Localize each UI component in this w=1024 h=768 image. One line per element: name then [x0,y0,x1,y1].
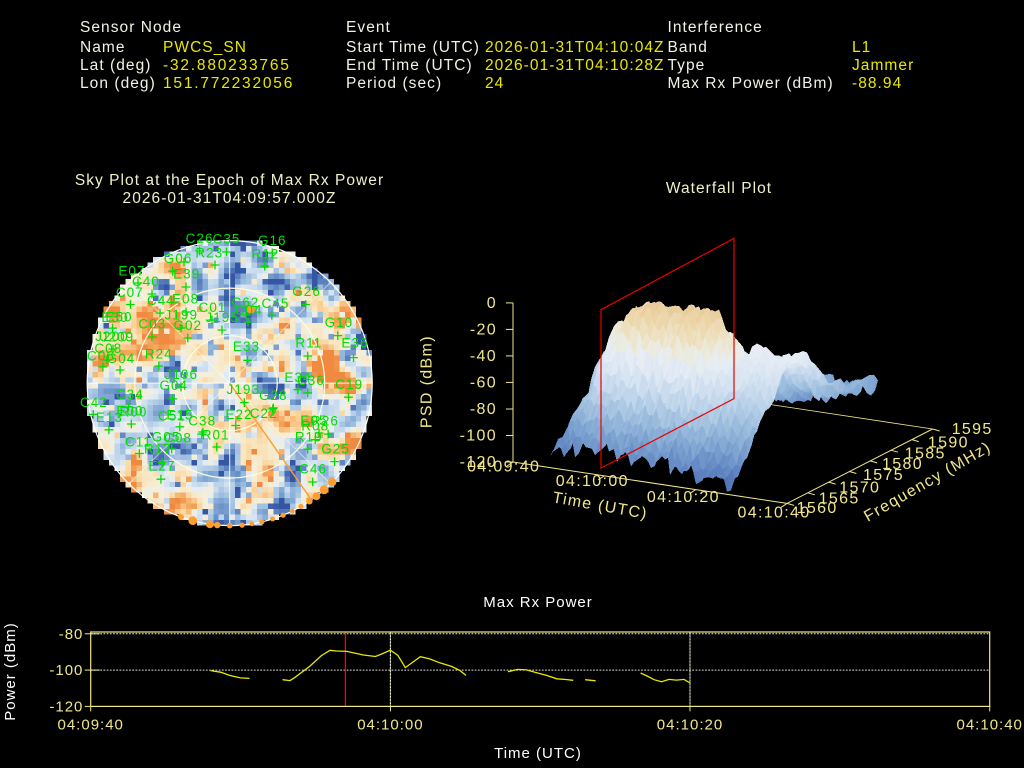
svg-text:E05: E05 [300,413,327,428]
svg-text:-80: -80 [59,626,84,643]
svg-text:E07: E07 [118,264,145,279]
svg-text:J209: J209 [101,330,134,345]
svg-text:04:09:40: 04:09:40 [58,716,124,733]
svg-text:C03: C03 [138,317,166,332]
svg-text:G04: G04 [159,378,188,393]
svg-text:C01: C01 [199,300,227,315]
svg-text:R24: R24 [145,346,173,361]
svg-text:C19: C19 [335,377,363,392]
svg-text:E08: E08 [172,292,199,307]
svg-text:J196: J196 [165,367,198,382]
svg-text:C51: C51 [158,409,186,424]
svg-text:G16: G16 [258,233,287,248]
svg-text:C45: C45 [262,296,290,311]
svg-text:E00: E00 [116,404,143,419]
svg-text:J195: J195 [205,310,238,325]
svg-text:R17: R17 [144,442,172,457]
svg-text:R01: R01 [202,427,230,442]
svg-text:C07: C07 [116,285,144,300]
svg-text:E30: E30 [101,310,128,325]
svg-text:C08: C08 [164,431,192,446]
svg-text:-120: -120 [49,698,83,715]
svg-text:G25: G25 [321,442,350,457]
svg-text:G26: G26 [292,284,321,299]
svg-text:R26: R26 [311,414,339,429]
svg-text:R08: R08 [301,419,329,434]
svg-text:C34: C34 [116,387,144,402]
svg-text:04:10:20: 04:10:20 [657,716,723,733]
svg-text:C38: C38 [188,413,216,428]
svg-text:E39: E39 [173,267,200,282]
svg-text:J200: J200 [95,329,128,344]
svg-text:E22: E22 [225,407,252,422]
svg-text:04:10:40: 04:10:40 [957,716,1023,733]
svg-text:E33: E33 [233,339,260,354]
svg-text:R00: R00 [120,405,148,420]
svg-text:R11: R11 [295,336,322,351]
svg-text:C08: C08 [94,341,122,356]
svg-text:Power (dBm): Power (dBm) [2,622,19,721]
svg-text:C04: C04 [235,302,263,317]
svg-text:E34: E34 [284,370,311,385]
svg-text:G28: G28 [259,388,288,403]
svg-text:C26: C26 [186,231,214,246]
svg-text:G04: G04 [107,351,136,366]
svg-text:R23: R23 [195,245,223,260]
svg-text:E13: E13 [96,410,123,425]
svg-text:C40: C40 [132,274,160,289]
svg-text:C44: C44 [147,293,175,308]
svg-text:C11: C11 [125,434,152,449]
svg-text:E36: E36 [341,336,368,351]
svg-text:C35: C35 [213,232,241,247]
svg-text:C46: C46 [299,462,327,477]
svg-text:G10: G10 [325,315,354,330]
svg-text:G05: G05 [152,430,181,445]
svg-text:Max Rx Power: Max Rx Power [483,594,593,611]
svg-text:R12: R12 [251,247,279,262]
svg-text:Time (UTC): Time (UTC) [494,745,582,762]
svg-text:C36: C36 [297,373,325,388]
svg-text:04:10:00: 04:10:00 [357,716,423,733]
svg-text:-100: -100 [49,662,83,679]
svg-text:C62: C62 [231,295,259,310]
svg-text:E15: E15 [166,408,193,423]
svg-text:J193: J193 [227,382,260,397]
svg-text:E50: E50 [105,310,132,325]
svg-text:C42: C42 [80,395,108,410]
